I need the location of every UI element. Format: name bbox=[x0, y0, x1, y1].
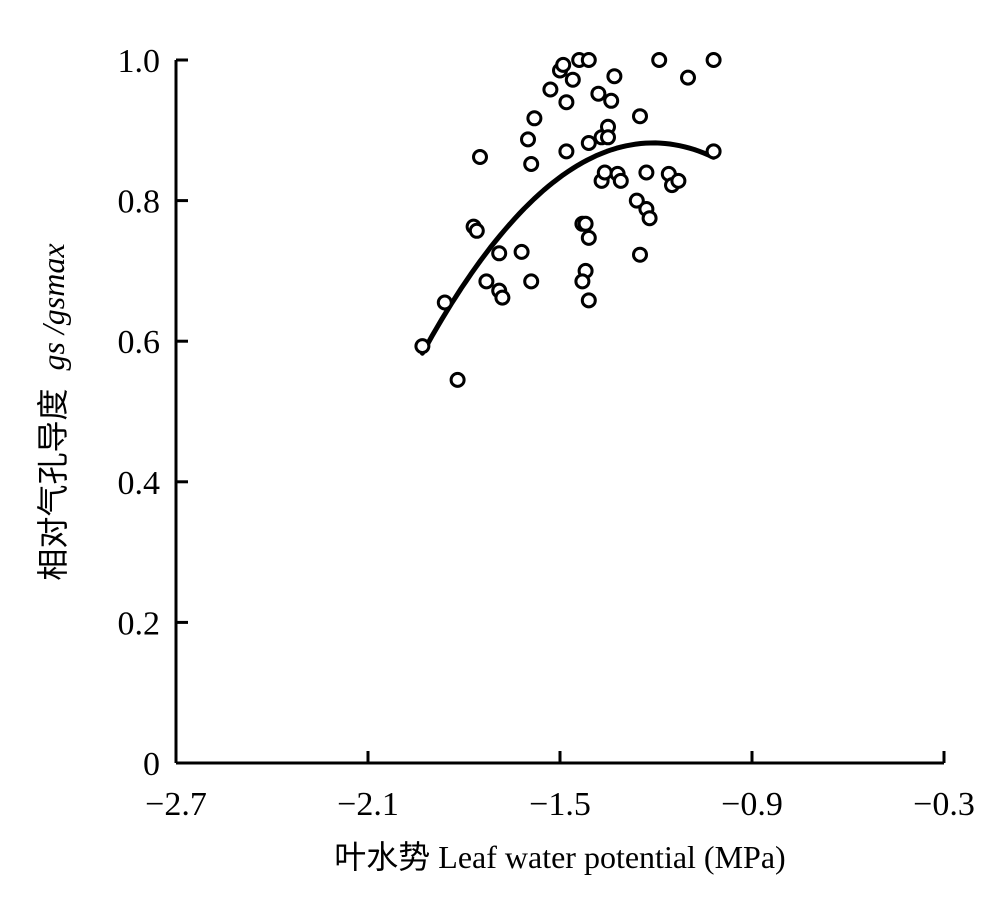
data-point bbox=[577, 215, 594, 232]
data-point bbox=[564, 71, 581, 88]
data-point bbox=[596, 164, 613, 181]
data-point bbox=[651, 52, 668, 68]
y-axis-label-symbol: gs /gsmax bbox=[35, 243, 71, 370]
x-tick-label: −2.7 bbox=[145, 786, 207, 823]
x-tick-label: −0.3 bbox=[913, 786, 975, 823]
data-point bbox=[558, 94, 575, 111]
data-point bbox=[705, 52, 722, 68]
data-point bbox=[628, 192, 645, 209]
data-point bbox=[472, 149, 488, 165]
x-tick-label: −1.5 bbox=[529, 786, 591, 823]
data-point bbox=[580, 292, 597, 309]
data-point bbox=[449, 371, 466, 388]
data-point bbox=[542, 81, 559, 98]
data-point bbox=[590, 85, 607, 102]
data-point bbox=[632, 246, 648, 263]
data-point bbox=[436, 294, 453, 311]
data-point bbox=[520, 131, 536, 148]
data-point bbox=[523, 273, 540, 290]
x-tick-label: −2.1 bbox=[337, 786, 399, 823]
y-axis-label-cn: 相对气孔导度 bbox=[35, 389, 71, 581]
y-tick-label: 0.4 bbox=[118, 465, 161, 502]
data-point bbox=[600, 129, 616, 146]
data-point bbox=[513, 243, 530, 260]
data-point bbox=[478, 273, 495, 290]
y-tick-label: 1.0 bbox=[118, 43, 161, 80]
fit-curve-layer bbox=[419, 140, 717, 356]
data-point bbox=[555, 56, 572, 73]
ticks: −2.7 −2.1 −1.5 −0.9 −0.3 0 0.2 0.4 0.6 0.8 1.0 bbox=[118, 43, 975, 823]
data-point bbox=[680, 69, 696, 86]
fit-curve bbox=[419, 140, 717, 356]
data-point bbox=[705, 143, 722, 160]
y-tick-label: 0 bbox=[143, 746, 160, 783]
data-point bbox=[558, 143, 575, 160]
x-tick-label: −0.9 bbox=[721, 786, 783, 823]
data-point bbox=[632, 108, 648, 125]
data-point bbox=[574, 273, 591, 290]
data-point bbox=[612, 172, 629, 189]
axes bbox=[174, 60, 944, 765]
data-point bbox=[414, 338, 431, 355]
y-tick-label: 0.6 bbox=[118, 324, 161, 361]
points-layer bbox=[414, 52, 722, 388]
x-axis-label: 叶水势 Leaf water potential (MPa) bbox=[334, 839, 785, 875]
data-point bbox=[580, 52, 597, 68]
data-point bbox=[491, 245, 508, 262]
y-tick-label: 0.2 bbox=[118, 605, 161, 642]
data-point bbox=[603, 92, 620, 109]
data-point bbox=[606, 68, 623, 85]
data-point bbox=[580, 229, 597, 246]
data-point bbox=[494, 289, 511, 306]
data-point bbox=[641, 210, 658, 227]
svg-text:相对气孔导度 gs /gsmax: 相对气孔导度 gs /gsmax bbox=[35, 243, 71, 580]
data-point bbox=[468, 222, 485, 239]
data-point bbox=[638, 164, 655, 181]
data-point bbox=[580, 135, 597, 151]
data-point bbox=[523, 156, 540, 172]
y-axis-label: 相对气孔导度 gs /gsmax bbox=[35, 243, 71, 580]
data-point bbox=[526, 110, 543, 127]
data-point bbox=[670, 172, 687, 189]
y-tick-label: 0.8 bbox=[118, 184, 161, 221]
